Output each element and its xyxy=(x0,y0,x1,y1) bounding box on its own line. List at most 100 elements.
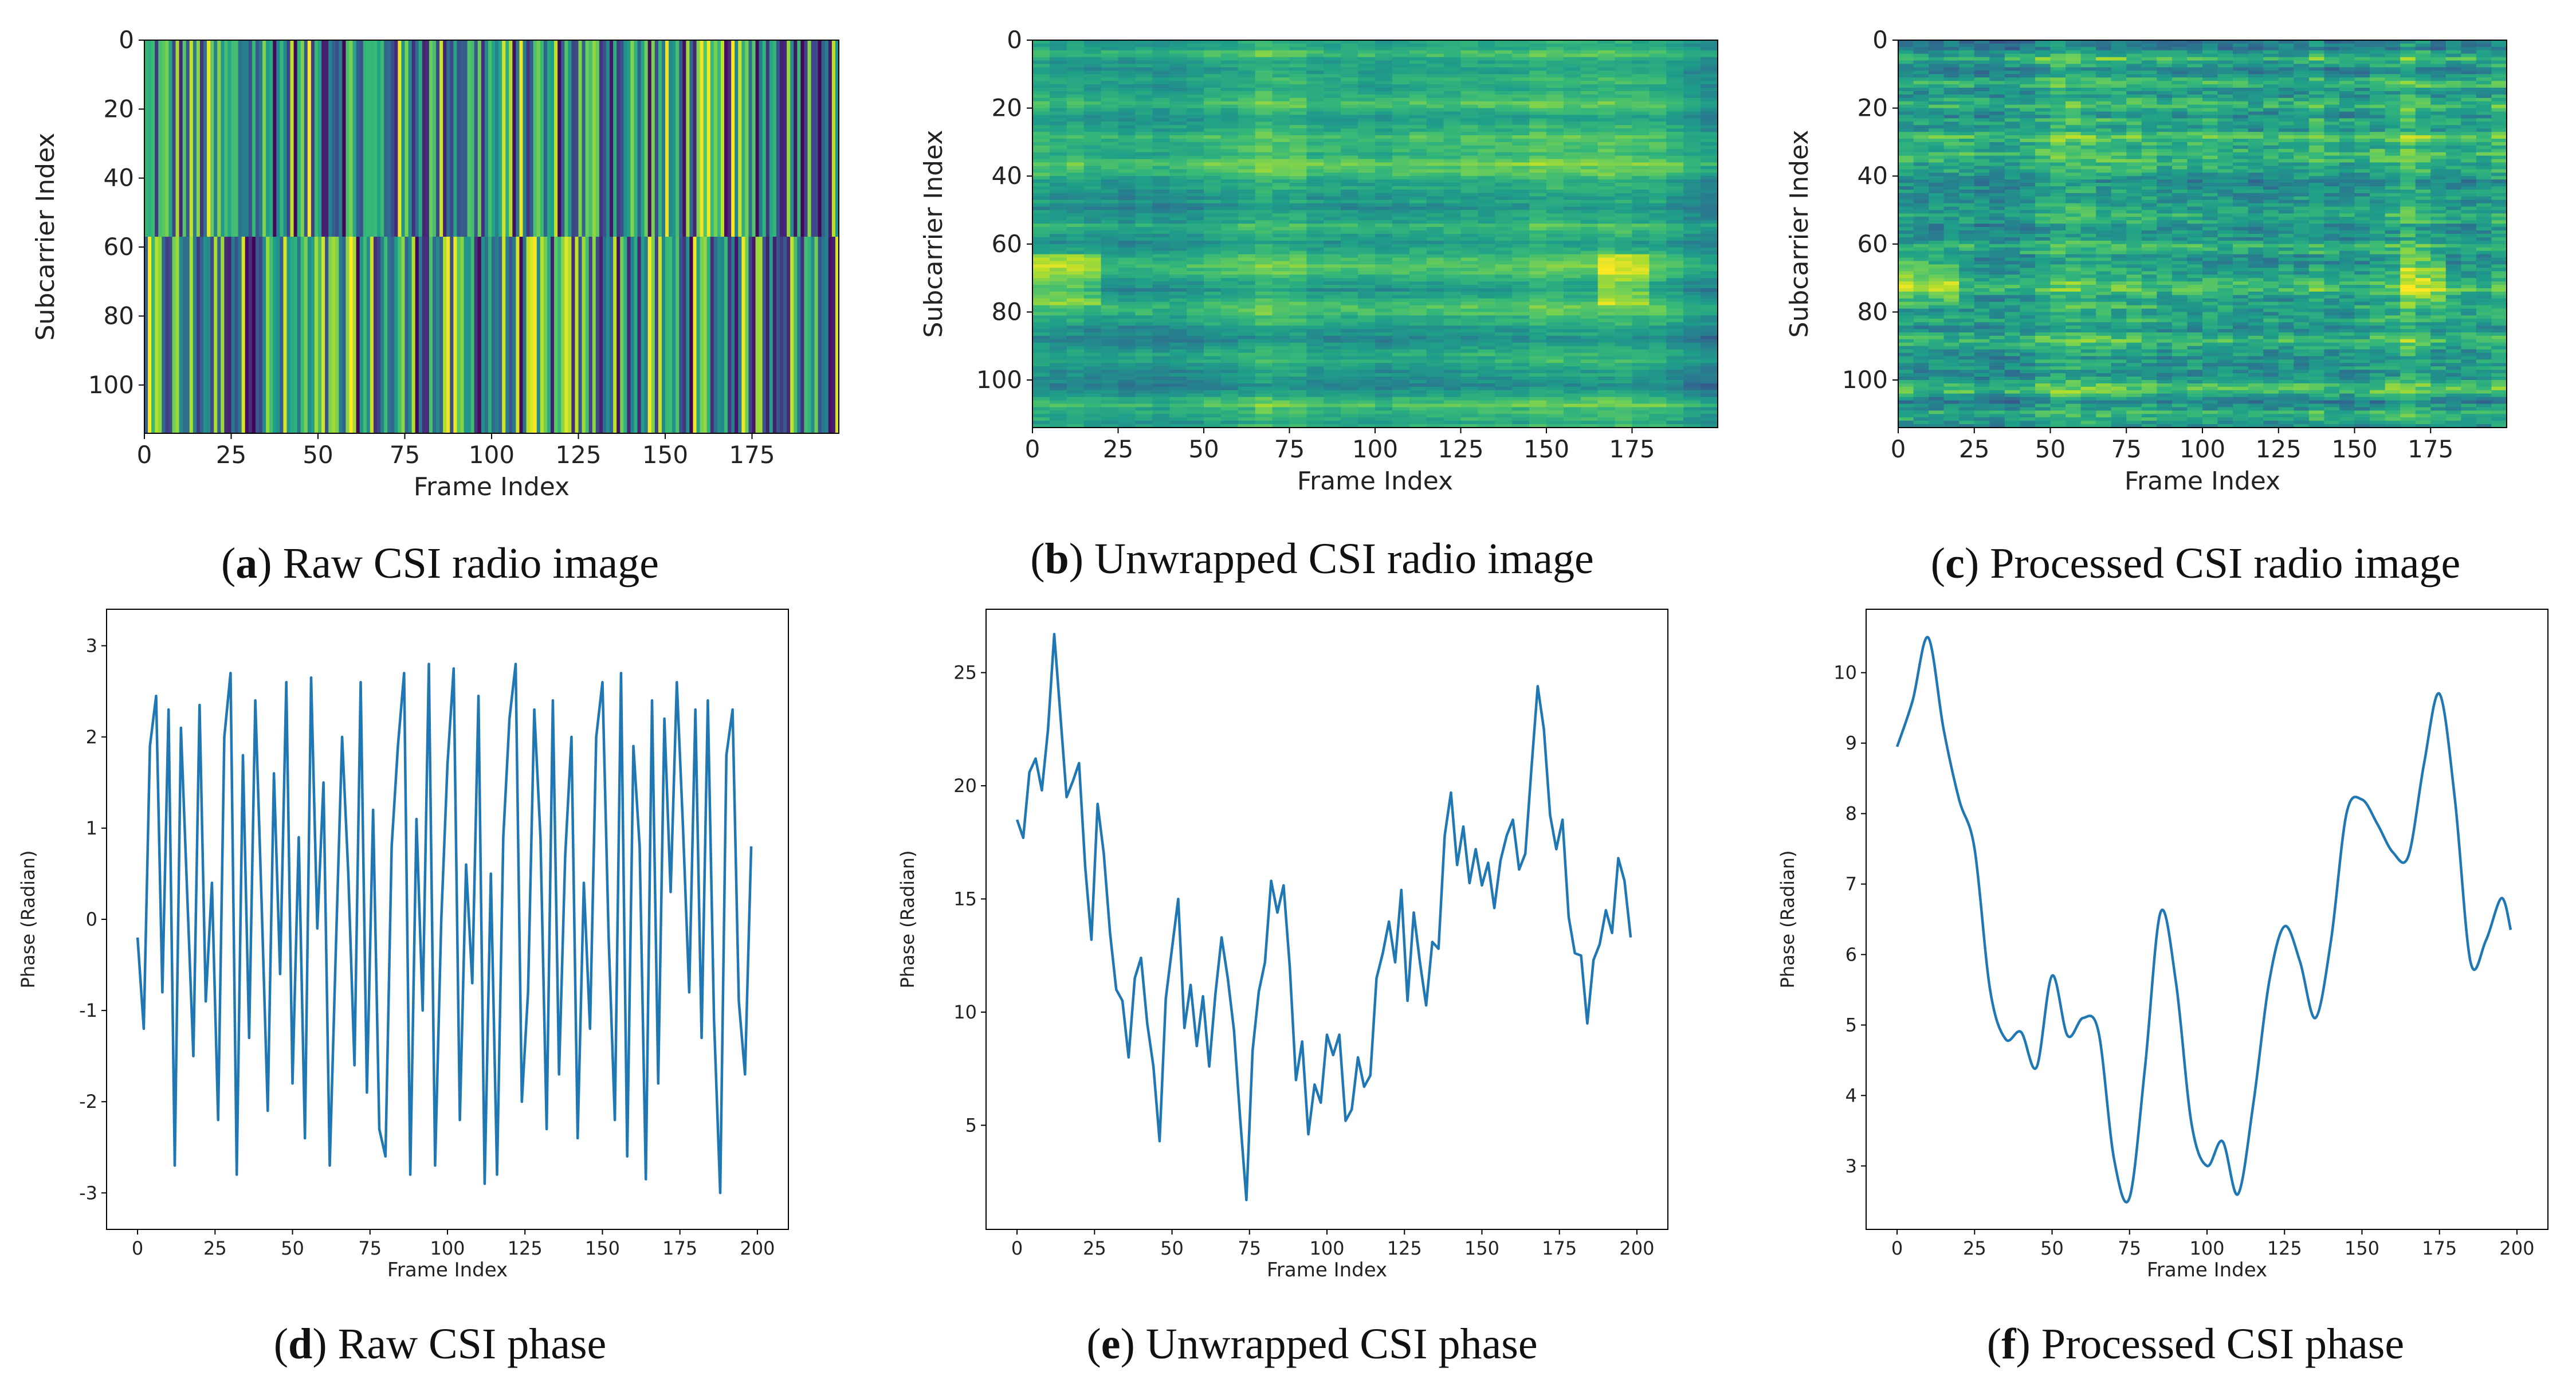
heat-cell xyxy=(1152,271,1170,275)
heat-cell xyxy=(1683,220,1701,224)
heat-cell xyxy=(1187,254,1204,258)
heat-cell xyxy=(1324,407,1341,411)
heat-cell xyxy=(172,40,176,237)
heat-cell xyxy=(1032,77,1050,81)
heat-cell xyxy=(1563,329,1581,333)
heat-cell xyxy=(1152,403,1170,408)
heat-cell xyxy=(1495,162,1513,166)
heat-cell xyxy=(1152,173,1170,177)
heat-cell xyxy=(1375,281,1393,285)
heat-cell xyxy=(1289,203,1307,207)
heat-cell xyxy=(1101,284,1119,289)
heat-cell xyxy=(1169,349,1187,354)
heat-cell xyxy=(1272,166,1290,170)
heat-cell xyxy=(1615,407,1633,411)
heat-cell xyxy=(1701,305,1718,309)
heat-cell xyxy=(1495,390,1513,394)
heat-cell xyxy=(1204,250,1222,255)
heat-cell xyxy=(1066,390,1085,394)
heat-cell xyxy=(1118,268,1136,272)
heat-cell xyxy=(1204,183,1222,187)
heat-cell xyxy=(1306,179,1324,183)
heat-cell xyxy=(554,237,558,433)
heat-cell xyxy=(672,237,676,433)
heat-cell xyxy=(1238,356,1256,360)
heat-cell xyxy=(1580,155,1599,160)
heat-cell xyxy=(1118,326,1136,330)
heat-cell xyxy=(1306,159,1324,163)
heat-cell xyxy=(1187,64,1204,68)
heat-cell xyxy=(1495,122,1513,126)
heat-cell xyxy=(1187,91,1204,95)
heat-cell xyxy=(231,237,235,433)
heat-cell xyxy=(1649,115,1667,119)
heat-cell xyxy=(1101,193,1119,197)
heat-cell xyxy=(175,40,180,237)
heat-cell xyxy=(488,40,492,237)
heat-cell xyxy=(1529,298,1547,303)
heat-cell xyxy=(1272,50,1290,54)
heat-cell xyxy=(1220,162,1239,166)
heat-cell xyxy=(1460,101,1478,105)
heat-cell xyxy=(1152,132,1170,136)
heat-cell xyxy=(391,40,395,237)
heat-cell xyxy=(1135,301,1153,306)
heat-cell xyxy=(1118,346,1136,350)
heat-cell xyxy=(1478,414,1495,418)
heat-cell xyxy=(1220,152,1239,156)
heat-cell xyxy=(1066,342,1085,347)
heat-cell xyxy=(1289,281,1307,285)
heat-cell xyxy=(1632,319,1650,323)
heat-cell xyxy=(1443,70,1462,75)
heat-cell xyxy=(1426,339,1444,343)
heat-cell xyxy=(1272,138,1290,143)
heat-cell xyxy=(735,40,739,237)
heat-cell xyxy=(1032,50,1050,54)
heat-cell xyxy=(1375,122,1393,126)
heat-cell xyxy=(1563,220,1581,224)
heat-cell xyxy=(1272,386,1290,391)
heat-cell xyxy=(1478,237,1495,241)
heat-cell xyxy=(1683,393,1701,398)
heat-cell xyxy=(1049,349,1067,354)
heat-cell xyxy=(1580,421,1599,425)
heat-cell xyxy=(1666,234,1684,238)
heat-cell xyxy=(1341,319,1358,323)
heat-cell xyxy=(1341,291,1358,296)
heat-cell xyxy=(1666,359,1684,363)
heat-cell xyxy=(1255,138,1273,143)
heat-cell xyxy=(1220,264,1239,268)
heat-cell xyxy=(1683,217,1701,221)
heat-cell xyxy=(1649,176,1667,180)
heat-cell xyxy=(1649,356,1667,360)
heat-cell xyxy=(1272,148,1290,153)
heat-cell xyxy=(189,237,194,433)
heat-cell xyxy=(1049,322,1067,326)
heat-cell xyxy=(1443,264,1462,268)
heat-cell xyxy=(1306,155,1324,160)
heat-cell xyxy=(1358,199,1376,204)
heat-cell xyxy=(1512,104,1530,109)
heat-cell xyxy=(1032,135,1050,139)
heat-cell xyxy=(1409,291,1427,296)
heat-cell xyxy=(1701,148,1718,153)
heat-cell xyxy=(1049,301,1067,306)
heat-cell xyxy=(731,237,735,433)
heat-cell xyxy=(1683,196,1701,201)
heat-cell xyxy=(1666,257,1684,262)
heat-cell xyxy=(1443,329,1462,333)
heat-cell xyxy=(1495,301,1513,306)
heat-cell xyxy=(1255,97,1273,102)
heat-cell xyxy=(1306,308,1324,312)
heat-cell xyxy=(1101,308,1119,312)
heat-cell xyxy=(717,237,721,433)
heat-cell xyxy=(1204,295,1222,299)
heat-cell xyxy=(1289,298,1307,303)
heat-cell xyxy=(1666,94,1684,99)
heat-cell xyxy=(1238,346,1256,350)
heat-cell xyxy=(1324,278,1341,282)
heat-cell xyxy=(1118,91,1136,95)
heat-cell xyxy=(1392,264,1410,268)
heat-cell xyxy=(1649,94,1667,99)
heat-cell xyxy=(1375,97,1393,102)
